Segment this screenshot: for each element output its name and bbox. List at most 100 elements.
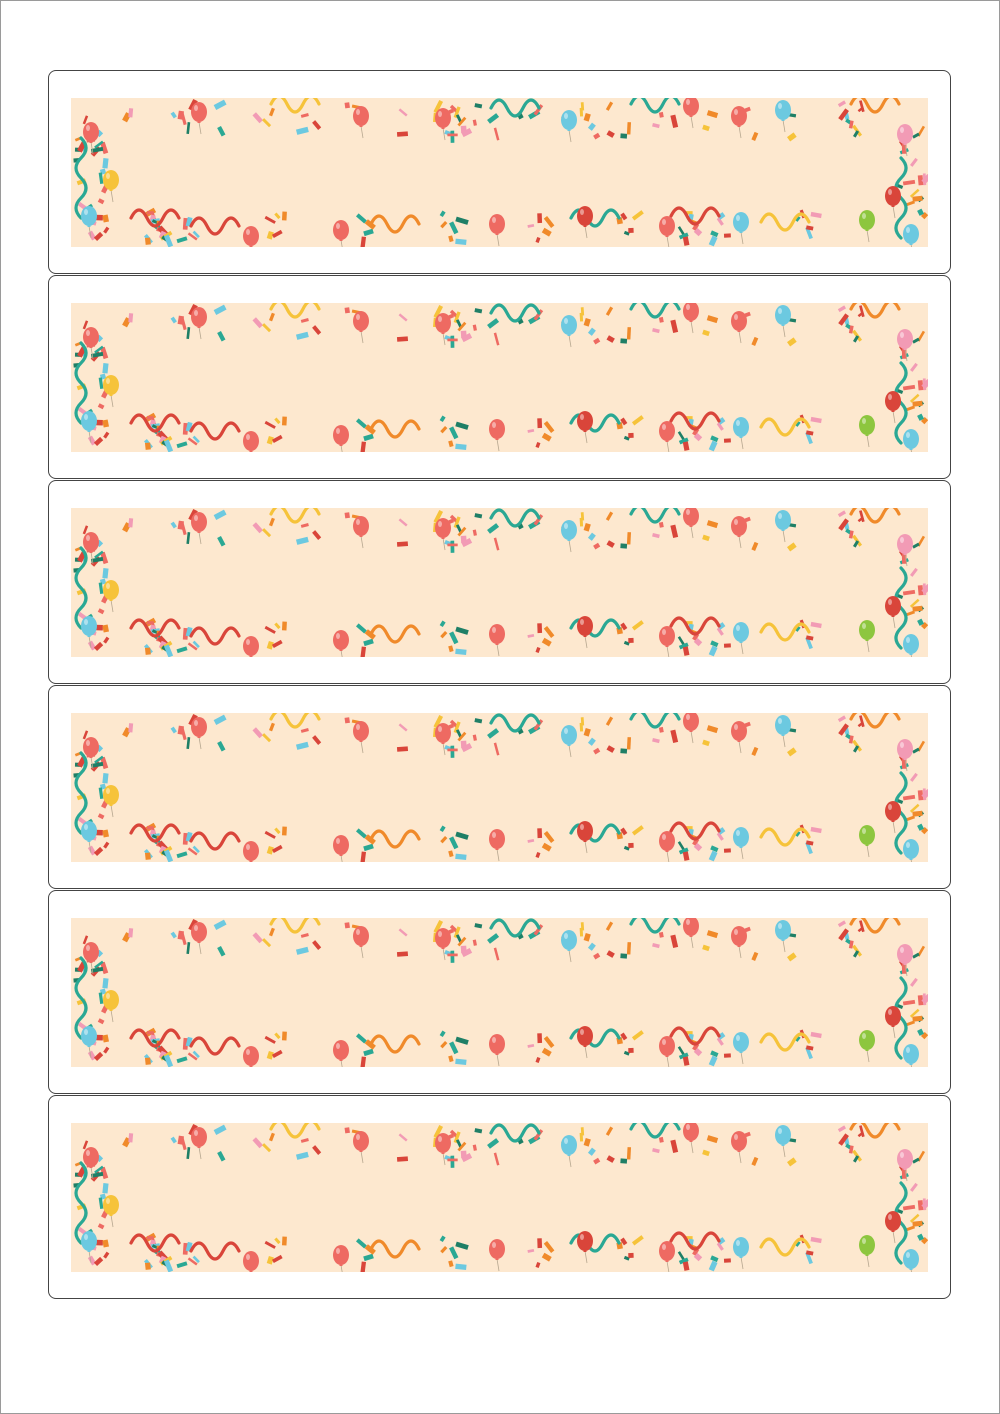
confetti-piece xyxy=(262,323,272,333)
confetti-piece xyxy=(857,926,864,933)
confetti-piece xyxy=(97,403,105,410)
streamer-ribbon xyxy=(489,98,541,118)
confetti-piece xyxy=(100,756,109,770)
confetti-piece xyxy=(355,213,367,224)
confetti-piece xyxy=(906,1020,915,1027)
confetti-piece xyxy=(620,1158,628,1164)
confetti-piece xyxy=(472,1144,477,1151)
confetti-piece xyxy=(909,393,920,403)
confetti-piece xyxy=(652,1147,660,1154)
confetti-piece xyxy=(606,745,615,753)
confetti-piece xyxy=(300,318,309,323)
confetti-piece xyxy=(535,851,541,859)
balloon-icon xyxy=(435,928,451,961)
confetti-piece xyxy=(537,1033,543,1044)
confetti-piece xyxy=(453,926,461,939)
confetti-piece xyxy=(344,102,350,109)
streamer-ribbon xyxy=(269,1123,321,1139)
label-1[interactable] xyxy=(48,70,951,274)
confetti-piece xyxy=(262,528,272,538)
confetti-piece xyxy=(678,437,689,445)
streamer-ribbon xyxy=(669,1231,721,1251)
confetti-piece xyxy=(448,850,454,858)
label-3[interactable] xyxy=(48,480,951,684)
confetti-piece xyxy=(82,320,89,330)
confetti-piece xyxy=(838,108,849,121)
confetti-piece xyxy=(684,416,693,420)
confetti-piece xyxy=(281,826,287,836)
balloon-icon xyxy=(561,315,577,348)
streamer-ribbon xyxy=(489,508,541,528)
label-4[interactable] xyxy=(48,685,951,889)
balloon-icon xyxy=(561,520,577,553)
confetti-piece xyxy=(788,728,797,733)
confetti-piece xyxy=(455,1036,469,1045)
confetti-piece xyxy=(455,934,463,943)
confetti-piece xyxy=(859,100,865,113)
confetti-piece xyxy=(449,426,459,440)
confetti-piece xyxy=(312,530,322,540)
confetti-piece xyxy=(751,746,759,756)
confetti-piece xyxy=(457,321,467,332)
confetti-piece xyxy=(97,1018,105,1025)
confetti-piece xyxy=(857,106,864,113)
balloon-icon xyxy=(659,1036,675,1067)
confetti-piece xyxy=(177,315,185,325)
confetti-piece xyxy=(909,803,920,813)
label-5[interactable] xyxy=(48,890,951,1094)
confetti-piece xyxy=(917,1233,924,1241)
confetti-piece xyxy=(751,336,759,346)
confetti-piece xyxy=(533,514,544,526)
confetti-piece xyxy=(262,733,272,743)
confetti-piece xyxy=(128,518,134,528)
confetti-piece xyxy=(533,104,544,116)
confetti-piece xyxy=(128,313,134,323)
confetti-piece xyxy=(810,826,822,834)
confetti-piece xyxy=(682,1261,690,1271)
streamer-ribbon xyxy=(74,956,88,1040)
confetti-piece xyxy=(917,585,924,596)
streamer-ribbon xyxy=(894,976,908,1060)
confetti-piece xyxy=(264,830,276,839)
confetti-piece xyxy=(163,1259,174,1272)
confetti-piece xyxy=(723,848,731,853)
streamer-ribbon xyxy=(129,208,181,228)
confetti-piece xyxy=(859,715,865,728)
confetti-piece xyxy=(493,1152,500,1166)
balloon-icon xyxy=(333,835,349,862)
confetti-piece xyxy=(652,327,660,334)
confetti-piece xyxy=(300,523,309,528)
confetti-piece xyxy=(788,318,797,323)
label-2[interactable] xyxy=(48,275,951,479)
confetti-piece xyxy=(264,420,276,429)
confetti-piece xyxy=(579,107,584,117)
confetti-piece xyxy=(268,517,275,527)
confetti-piece xyxy=(710,435,719,443)
confetti-piece xyxy=(910,977,918,987)
confetti-piece xyxy=(450,130,455,143)
confetti-piece xyxy=(917,995,924,1006)
balloon-icon xyxy=(859,825,875,858)
confetti-piece xyxy=(579,1132,584,1142)
confetti-piece xyxy=(344,922,350,929)
balloon-icon xyxy=(683,1123,699,1154)
confetti-piece xyxy=(472,324,477,331)
balloon-icon xyxy=(81,1026,97,1059)
confetti-piece xyxy=(912,952,920,959)
label-6[interactable] xyxy=(48,1095,951,1299)
balloon-icon xyxy=(903,224,919,247)
confetti-piece xyxy=(535,441,541,449)
balloon-icon xyxy=(191,717,207,750)
confetti-piece xyxy=(487,318,500,329)
balloon-icon xyxy=(775,510,791,543)
confetti-piece xyxy=(90,556,104,563)
confetti-piece xyxy=(252,1137,263,1149)
confetti-piece xyxy=(281,1236,287,1246)
confetti-piece xyxy=(176,646,188,654)
confetti-piece xyxy=(82,1140,89,1150)
confetti-piece xyxy=(837,920,847,928)
confetti-piece xyxy=(606,335,615,343)
confetti-piece xyxy=(94,960,104,969)
confetti-piece xyxy=(252,317,263,329)
confetti-piece xyxy=(103,431,110,439)
